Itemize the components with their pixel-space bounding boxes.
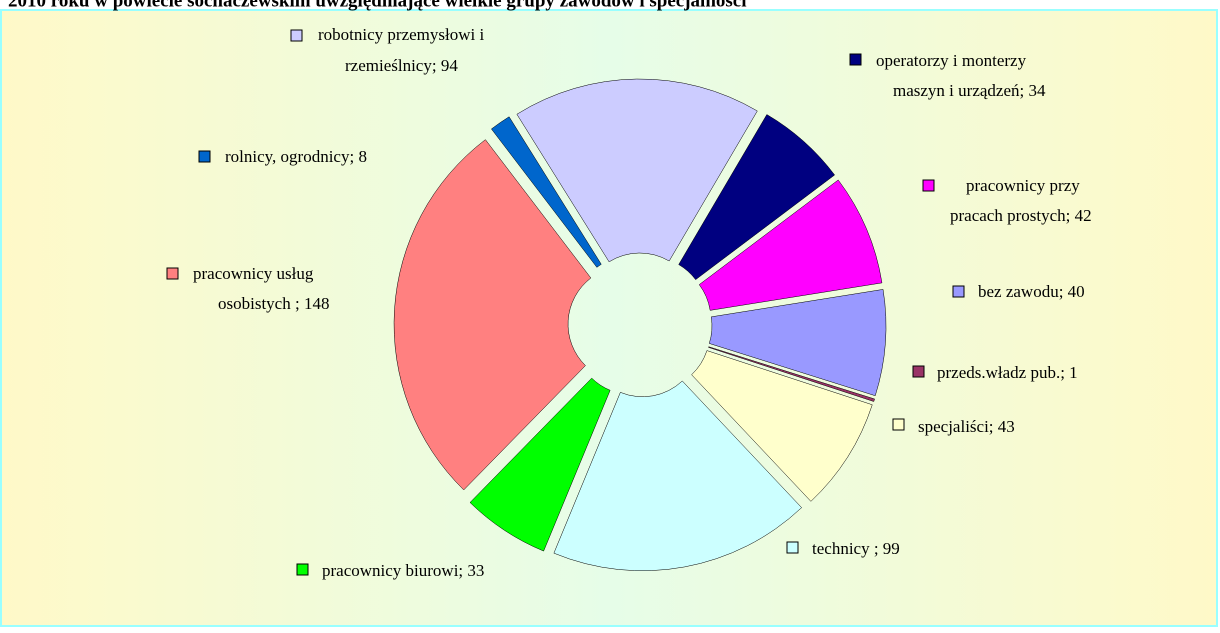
legend-swatch xyxy=(952,285,965,298)
slice-label: pracownicy usług xyxy=(193,264,314,283)
legend-swatch xyxy=(912,365,925,378)
pie-slice xyxy=(698,179,883,311)
slice-label: maszyn i urządzeń; 34 xyxy=(893,81,1046,100)
pie-slice xyxy=(553,380,802,572)
slice-label: przeds.władz pub.; 1 xyxy=(937,363,1078,382)
legend-swatch xyxy=(198,150,211,163)
slice-label: pracach prostych; 42 xyxy=(950,206,1092,225)
pie-slice xyxy=(469,377,611,552)
chart-title: 2010 roku w powiecie sochaczewskim uwzgl… xyxy=(8,0,747,11)
slice-label: bez zawodu; 40 xyxy=(978,282,1085,301)
pie-slice xyxy=(393,139,592,491)
slice-label: operatorzy i monterzy xyxy=(876,51,1027,70)
slice-label: osobistych ; 148 xyxy=(218,294,329,313)
slice-label: technicy ; 99 xyxy=(812,539,900,558)
pie-slice xyxy=(691,350,873,502)
legend-swatch xyxy=(786,541,799,554)
pie-slice xyxy=(708,346,875,402)
pie-slice xyxy=(678,114,835,281)
slice-label: pracownicy biurowi; 33 xyxy=(322,561,484,580)
legend-swatch xyxy=(166,267,179,280)
slice-label: rzemieślnicy; 94 xyxy=(345,56,458,75)
pie-slice xyxy=(516,78,758,263)
slice-label: robotnicy przemysłowi i xyxy=(318,25,484,44)
slice-label: specjaliści; 43 xyxy=(918,417,1015,436)
pie-slice xyxy=(491,116,602,268)
legend-swatch xyxy=(922,179,935,192)
slice-label: pracownicy przy xyxy=(966,176,1080,195)
legend-swatch xyxy=(290,29,303,42)
legend-swatch xyxy=(892,418,905,431)
slice-label: rolnicy, ogrodnicy; 8 xyxy=(225,147,367,166)
legend-swatch xyxy=(296,563,309,576)
legend-swatch xyxy=(849,53,862,66)
pie-slice xyxy=(708,289,887,397)
